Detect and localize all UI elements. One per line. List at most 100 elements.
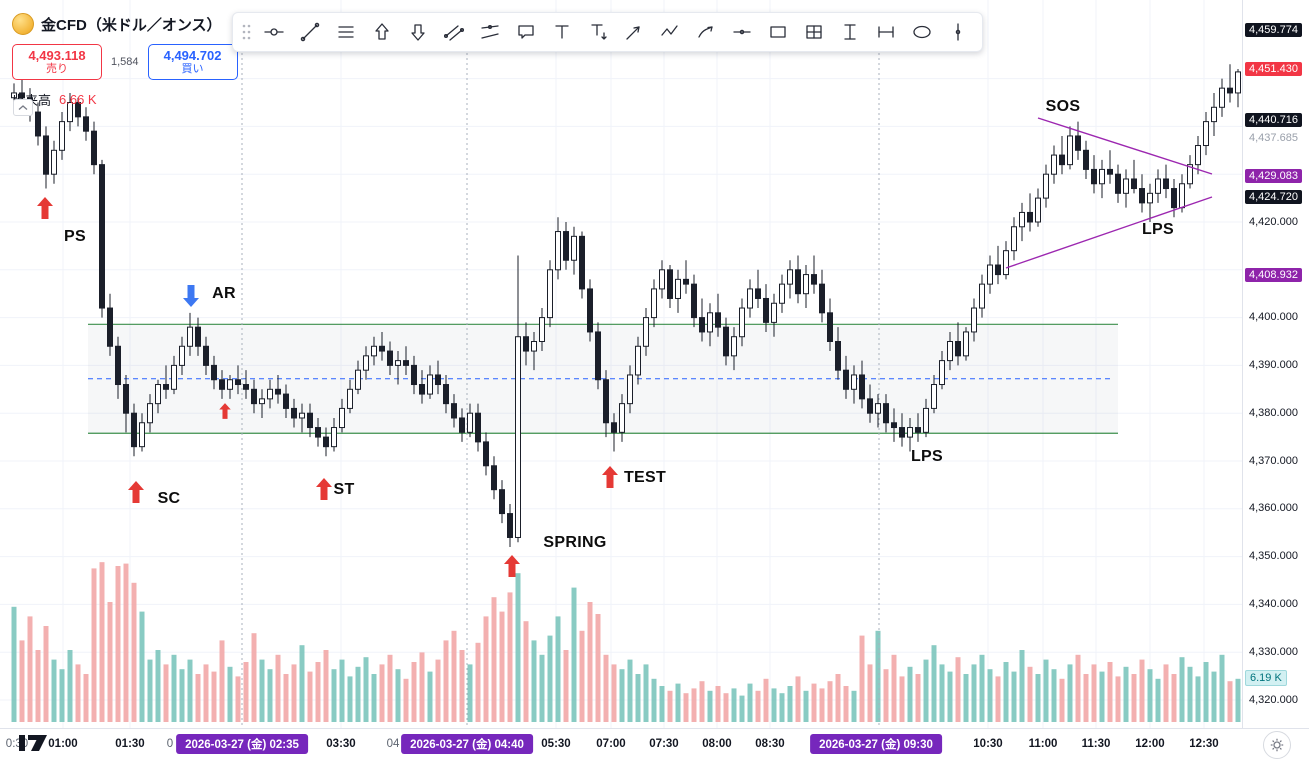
price-axis-label: 4,370.000: [1249, 455, 1298, 467]
sell-price: 4,493.118: [28, 48, 86, 63]
time-axis-label: 07:00: [596, 738, 626, 750]
price-axis-label: 4,360.000: [1249, 502, 1298, 514]
crosshair-measure-icon: [264, 28, 284, 36]
date-range-tool-button[interactable]: [868, 17, 904, 47]
rectangle-icon: [770, 26, 786, 38]
price-axis-label: 4,320.000: [1249, 694, 1298, 706]
fib-grid-tool-button[interactable]: [796, 17, 832, 47]
arrow-up-icon: [375, 23, 389, 40]
arrow-marker-icon: [626, 26, 640, 40]
spread-value: 1,584: [111, 56, 139, 68]
time-axis-label: 10:30: [973, 738, 1003, 750]
price-range-tool-button[interactable]: [832, 17, 868, 47]
wave-line-tool-button[interactable]: [652, 17, 688, 47]
curved-arrow-icon: [698, 26, 713, 38]
time-axis-label: 04: [386, 738, 400, 750]
time-axis-label: 11:00: [1028, 738, 1058, 750]
text-icon: [555, 25, 569, 39]
arrow-down-icon: [411, 24, 425, 41]
fib-grid-icon: [806, 25, 822, 39]
time-axis-label: 05:30: [541, 738, 571, 750]
vertical-line-icon: [955, 23, 961, 41]
trend-line-tool-button[interactable]: [292, 17, 328, 47]
price-axis-label: 4,340.000: [1249, 598, 1298, 610]
buy-price: 4,494.702: [163, 48, 222, 63]
horizontal-line-icon: [733, 29, 751, 35]
symbol-legend: 金CFD（米ドル／オンス） 4,493.118 売り 1,584 4,494.7…: [12, 12, 238, 109]
price-axis[interactable]: 4,459.774 4,451.430 4,440.716 4,437.685 4,42…: [1242, 0, 1309, 728]
price-axis-label: 4,429.083: [1245, 169, 1302, 183]
time-axis-label: 08:30: [755, 738, 785, 750]
gold-symbol-icon: [12, 13, 34, 35]
disjoint-channel-icon: [481, 24, 499, 39]
symbol-row[interactable]: 金CFD（米ドル／オンス）: [12, 12, 238, 36]
parallel-channel-icon: [443, 25, 465, 41]
collapse-legend-button[interactable]: [13, 99, 33, 116]
price-axis-label: 4,350.000: [1249, 550, 1298, 562]
chevron-up-icon: [18, 104, 28, 110]
horizontal-parallel-lines-tool-button[interactable]: [328, 17, 364, 47]
time-axis-label: 12:30: [1189, 738, 1219, 750]
time-axis-label: 0: [166, 738, 174, 750]
wave-line-icon: [661, 25, 678, 36]
trend-line-icon: [300, 22, 320, 42]
session-date-badge: 2026-03-27 (金) 02:35: [176, 734, 308, 754]
timezone-settings-button[interactable]: [1263, 731, 1291, 759]
anchored-text-icon: [591, 24, 607, 40]
time-axis-label: 01:00: [48, 738, 78, 750]
time-axis[interactable]: 0:30 01:00 01:30 0 03:30 04 05:30 07:00 07:30 08:…: [0, 728, 1309, 761]
time-axis-label: 08:00: [702, 738, 732, 750]
comment-tool-button[interactable]: [508, 17, 544, 47]
ellipse-tool-button[interactable]: [904, 17, 940, 47]
price-axis-label: 4,400.000: [1249, 311, 1298, 323]
symbol-title: 金CFD（米ドル／オンス）: [41, 16, 222, 34]
price-axis-label: 4,420.000: [1249, 216, 1298, 228]
vertical-line-tool-button[interactable]: [940, 17, 976, 47]
price-axis-label: 4,451.430: [1245, 62, 1302, 76]
disjoint-channel-tool-button[interactable]: [472, 17, 508, 47]
rectangle-tool-button[interactable]: [760, 17, 796, 47]
drawing-toolbar: [232, 12, 983, 52]
drag-dots-icon: [242, 24, 251, 40]
price-axis-label: 6.19 K: [1245, 670, 1287, 686]
time-axis-label: 12:00: [1135, 738, 1165, 750]
tradingview-logo-icon: [19, 735, 47, 751]
text-tool-button[interactable]: [544, 17, 580, 47]
horizontal-line-tool-button[interactable]: [724, 17, 760, 47]
price-axis-label: 4,440.716: [1245, 113, 1302, 127]
buy-button[interactable]: 4,494.702 買い: [147, 44, 238, 80]
curved-arrow-tool-button[interactable]: [688, 17, 724, 47]
session-date-badge: 2026-03-27 (金) 09:30: [810, 734, 942, 754]
price-axis-label: 4,380.000: [1249, 407, 1298, 419]
candlestick-chart-canvas[interactable]: [0, 0, 1242, 728]
price-range-icon: [844, 24, 856, 40]
ellipse-icon: [913, 25, 931, 39]
arrow-up-tool-button[interactable]: [364, 17, 400, 47]
arrow-down-tool-button[interactable]: [400, 17, 436, 47]
anchored-text-tool-button[interactable]: [580, 17, 616, 47]
volume-indicator-value: 6.66 K: [59, 92, 97, 107]
volume-indicator-row[interactable]: 出来高 6.66 K: [12, 90, 238, 109]
price-axis-label: 4,408.932: [1245, 268, 1302, 282]
price-axis-label: 4,424.720: [1245, 190, 1302, 204]
time-axis-label: 03:30: [326, 738, 356, 750]
sell-label: 売り: [46, 63, 68, 75]
crosshair-measure-tool-button[interactable]: [256, 17, 292, 47]
sell-button[interactable]: 4,493.118 売り: [12, 44, 102, 80]
price-axis-label: 4,459.774: [1245, 23, 1302, 37]
price-axis-label: 4,437.685: [1249, 132, 1298, 144]
horizontal-parallel-lines-icon: [338, 26, 354, 38]
tradingview-logo[interactable]: [18, 733, 50, 758]
session-date-badge: 2026-03-27 (金) 04:40: [401, 734, 533, 754]
time-axis-label: 07:30: [649, 738, 679, 750]
toolbar-drag-handle[interactable]: [239, 20, 253, 44]
quote-row: 4,493.118 売り 1,584 4,494.702 買い: [12, 44, 238, 80]
price-axis-label: 4,390.000: [1249, 359, 1298, 371]
gear-icon: [1270, 738, 1284, 752]
parallel-channel-tool-button[interactable]: [436, 17, 472, 47]
buy-label: 買い: [181, 63, 204, 75]
arrow-marker-tool-button[interactable]: [616, 17, 652, 47]
time-axis-label: 11:30: [1081, 738, 1111, 750]
date-range-icon: [878, 26, 894, 38]
